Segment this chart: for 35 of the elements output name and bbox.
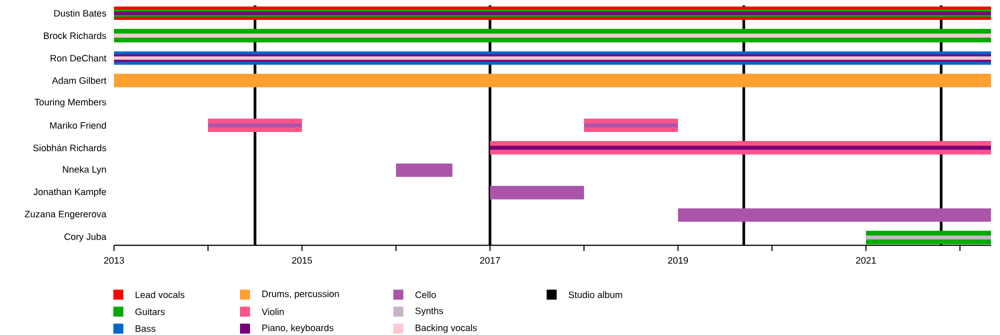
bar: [584, 123, 678, 128]
y-tick-label: Mariko Friend: [50, 122, 106, 129]
y-tick-label: Zuzana Engererova: [24, 210, 106, 220]
legend-label: Synths: [415, 307, 444, 316]
legend-label: Lead vocals: [136, 291, 184, 298]
bar: [678, 208, 991, 222]
y-tick-label: Cory Juba: [64, 233, 106, 242]
bar: [114, 34, 991, 38]
legend-label: Studio album: [568, 291, 622, 298]
x-tick-label: 2015: [292, 257, 312, 264]
y-tick-label: Siobhán Richards: [33, 144, 106, 152]
bar: [490, 146, 991, 150]
legend-label: Cello: [415, 291, 436, 298]
legend-label: Violin: [262, 308, 284, 316]
y-tick-label: Adam Gilbert: [52, 77, 106, 84]
y-tick-label: Nneka Lyn: [62, 166, 106, 175]
legend-label: Piano, keyboards: [262, 324, 334, 334]
x-tick-label: 2017: [480, 257, 500, 264]
legend-label: Bass: [136, 325, 156, 332]
y-tick-label: Dustin Bates: [54, 10, 106, 17]
bar: [866, 235, 991, 240]
legend-label: Drums, percussion: [262, 290, 339, 300]
y-tick-label: Brock Richards: [44, 32, 106, 40]
y-tick-label: Touring Members: [34, 98, 106, 108]
bar: [396, 163, 452, 177]
bar: [490, 186, 584, 200]
y-tick-label: Ron DeChant: [50, 54, 106, 62]
legend-label: Guitars: [135, 308, 165, 316]
x-tick-label: 2013: [104, 257, 124, 264]
y-tick-label: Jonathan Kampfe: [33, 188, 106, 197]
bar: [114, 74, 991, 88]
x-tick-label: 2021: [856, 257, 876, 264]
legend-label: Backing vocals: [416, 324, 477, 334]
x-tick-label: 2019: [668, 257, 688, 264]
bar: [114, 12, 991, 15]
